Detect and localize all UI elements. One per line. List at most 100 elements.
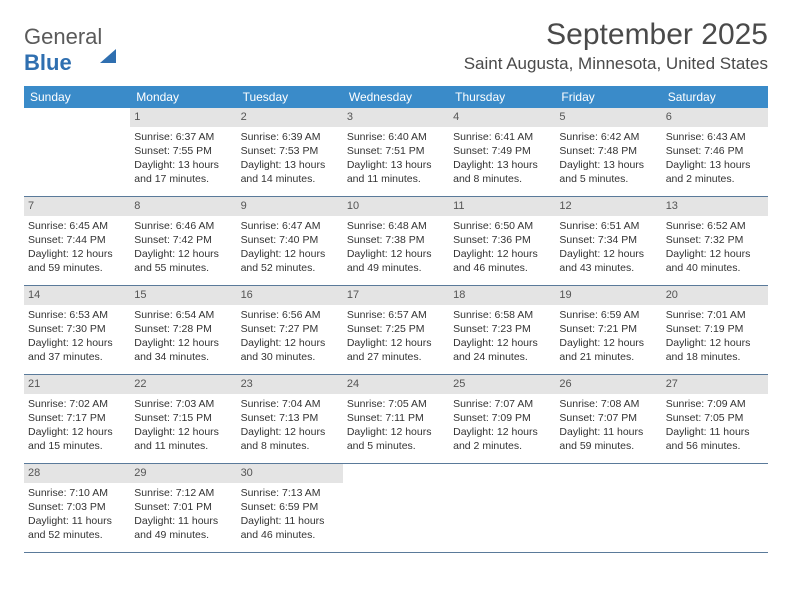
daylight-text: and 18 minutes. [666, 350, 764, 364]
daylight-text: Daylight: 12 hours [666, 247, 764, 261]
sunrise-text: Sunrise: 7:04 AM [241, 397, 339, 411]
daylight-text: and 5 minutes. [559, 172, 657, 186]
day-cell: 2Sunrise: 6:39 AMSunset: 7:53 PMDaylight… [237, 108, 343, 196]
day-cell: 26Sunrise: 7:08 AMSunset: 7:07 PMDayligh… [555, 375, 661, 463]
day-of-week-header: SundayMondayTuesdayWednesdayThursdayFrid… [24, 86, 768, 108]
daylight-text: Daylight: 11 hours [28, 514, 126, 528]
sunset-text: Sunset: 7:15 PM [134, 411, 232, 425]
sunset-text: Sunset: 7:53 PM [241, 144, 339, 158]
daylight-text: and 52 minutes. [241, 261, 339, 275]
daylight-text: and 49 minutes. [347, 261, 445, 275]
daylight-text: Daylight: 13 hours [559, 158, 657, 172]
day-number: 13 [662, 197, 768, 216]
sunset-text: Sunset: 7:11 PM [347, 411, 445, 425]
day-number: 18 [449, 286, 555, 305]
day-number: 2 [237, 108, 343, 127]
daylight-text: Daylight: 12 hours [241, 247, 339, 261]
week-row: 7Sunrise: 6:45 AMSunset: 7:44 PMDaylight… [24, 197, 768, 286]
daylight-text: and 17 minutes. [134, 172, 232, 186]
day-number: 22 [130, 375, 236, 394]
day-cell: 3Sunrise: 6:40 AMSunset: 7:51 PMDaylight… [343, 108, 449, 196]
day-cell: 16Sunrise: 6:56 AMSunset: 7:27 PMDayligh… [237, 286, 343, 374]
daylight-text: Daylight: 11 hours [559, 425, 657, 439]
day-cell: 21Sunrise: 7:02 AMSunset: 7:17 PMDayligh… [24, 375, 130, 463]
day-number: 24 [343, 375, 449, 394]
daylight-text: Daylight: 12 hours [559, 247, 657, 261]
day-cell: 9Sunrise: 6:47 AMSunset: 7:40 PMDaylight… [237, 197, 343, 285]
day-cell: 18Sunrise: 6:58 AMSunset: 7:23 PMDayligh… [449, 286, 555, 374]
day-cell [449, 464, 555, 552]
sunset-text: Sunset: 7:42 PM [134, 233, 232, 247]
day-cell: 12Sunrise: 6:51 AMSunset: 7:34 PMDayligh… [555, 197, 661, 285]
daylight-text: Daylight: 12 hours [453, 425, 551, 439]
day-cell: 29Sunrise: 7:12 AMSunset: 7:01 PMDayligh… [130, 464, 236, 552]
sunrise-text: Sunrise: 6:54 AM [134, 308, 232, 322]
sunrise-text: Sunrise: 6:53 AM [28, 308, 126, 322]
daylight-text: Daylight: 13 hours [453, 158, 551, 172]
day-number: 15 [130, 286, 236, 305]
sunrise-text: Sunrise: 6:40 AM [347, 130, 445, 144]
daylight-text: Daylight: 12 hours [28, 247, 126, 261]
sunset-text: Sunset: 7:46 PM [666, 144, 764, 158]
daylight-text: and 27 minutes. [347, 350, 445, 364]
sunset-text: Sunset: 7:01 PM [134, 500, 232, 514]
sunset-text: Sunset: 7:05 PM [666, 411, 764, 425]
daylight-text: Daylight: 12 hours [28, 425, 126, 439]
day-cell: 15 Sunrise: 6:54 AMSunset: 7:28 PMDayligh… [130, 286, 236, 374]
sunset-text: Sunset: 7:25 PM [347, 322, 445, 336]
daylight-text: and 59 minutes. [559, 439, 657, 453]
daylight-text: Daylight: 13 hours [241, 158, 339, 172]
day-cell: 6Sunrise: 6:43 AMSunset: 7:46 PMDaylight… [662, 108, 768, 196]
day-cell: 24Sunrise: 7:05 AMSunset: 7:11 PMDayligh… [343, 375, 449, 463]
sunrise-text: Sunrise: 7:02 AM [28, 397, 126, 411]
day-cell: 8Sunrise: 6:46 AMSunset: 7:42 PMDaylight… [130, 197, 236, 285]
brand-text: General Blue [24, 24, 116, 76]
daylight-text: and 34 minutes. [134, 350, 232, 364]
daylight-text: Daylight: 12 hours [559, 336, 657, 350]
sunset-text: Sunset: 7:48 PM [559, 144, 657, 158]
sunrise-text: Sunrise: 6:47 AM [241, 219, 339, 233]
daylight-text: and 30 minutes. [241, 350, 339, 364]
week-row: 14Sunrise: 6:53 AMSunset: 7:30 PMDayligh… [24, 286, 768, 375]
day-number: 5 [555, 108, 661, 127]
sunrise-text: Sunrise: 7:01 AM [666, 308, 764, 322]
daylight-text: Daylight: 12 hours [134, 247, 232, 261]
day-number: 3 [343, 108, 449, 127]
day-of-week-cell: Saturday [662, 86, 768, 108]
header: General Blue September 2025 Saint August… [24, 18, 768, 76]
sunrise-text: Sunrise: 6:42 AM [559, 130, 657, 144]
daylight-text: Daylight: 12 hours [28, 336, 126, 350]
sunset-text: Sunset: 7:07 PM [559, 411, 657, 425]
sunset-text: Sunset: 7:19 PM [666, 322, 764, 336]
daylight-text: and 52 minutes. [28, 528, 126, 542]
daylight-text: and 11 minutes. [347, 172, 445, 186]
sunset-text: Sunset: 7:28 PM [134, 322, 232, 336]
day-cell [24, 108, 130, 196]
day-cell: 14Sunrise: 6:53 AMSunset: 7:30 PMDayligh… [24, 286, 130, 374]
day-cell: 10Sunrise: 6:48 AMSunset: 7:38 PMDayligh… [343, 197, 449, 285]
daylight-text: Daylight: 12 hours [134, 336, 232, 350]
daylight-text: Daylight: 12 hours [241, 425, 339, 439]
brand-part2: Blue [24, 50, 72, 75]
day-of-week-cell: Tuesday [237, 86, 343, 108]
daylight-text: Daylight: 13 hours [666, 158, 764, 172]
day-number: 6 [662, 108, 768, 127]
sunset-text: Sunset: 7:30 PM [28, 322, 126, 336]
day-number: 25 [449, 375, 555, 394]
daylight-text: and 40 minutes. [666, 261, 764, 275]
sunset-text: Sunset: 7:03 PM [28, 500, 126, 514]
title-block: September 2025 Saint Augusta, Minnesota,… [464, 18, 768, 74]
sunset-text: Sunset: 7:40 PM [241, 233, 339, 247]
calendar: SundayMondayTuesdayWednesdayThursdayFrid… [24, 86, 768, 553]
daylight-text: and 56 minutes. [666, 439, 764, 453]
day-cell: 22Sunrise: 7:03 AMSunset: 7:15 PMDayligh… [130, 375, 236, 463]
daylight-text: and 55 minutes. [134, 261, 232, 275]
sunset-text: Sunset: 7:13 PM [241, 411, 339, 425]
day-of-week-cell: Thursday [449, 86, 555, 108]
daylight-text: and 59 minutes. [28, 261, 126, 275]
day-number: 12 [555, 197, 661, 216]
sunset-text: Sunset: 7:32 PM [666, 233, 764, 247]
week-row: 21Sunrise: 7:02 AMSunset: 7:17 PMDayligh… [24, 375, 768, 464]
daylight-text: Daylight: 12 hours [347, 336, 445, 350]
day-of-week-cell: Sunday [24, 86, 130, 108]
